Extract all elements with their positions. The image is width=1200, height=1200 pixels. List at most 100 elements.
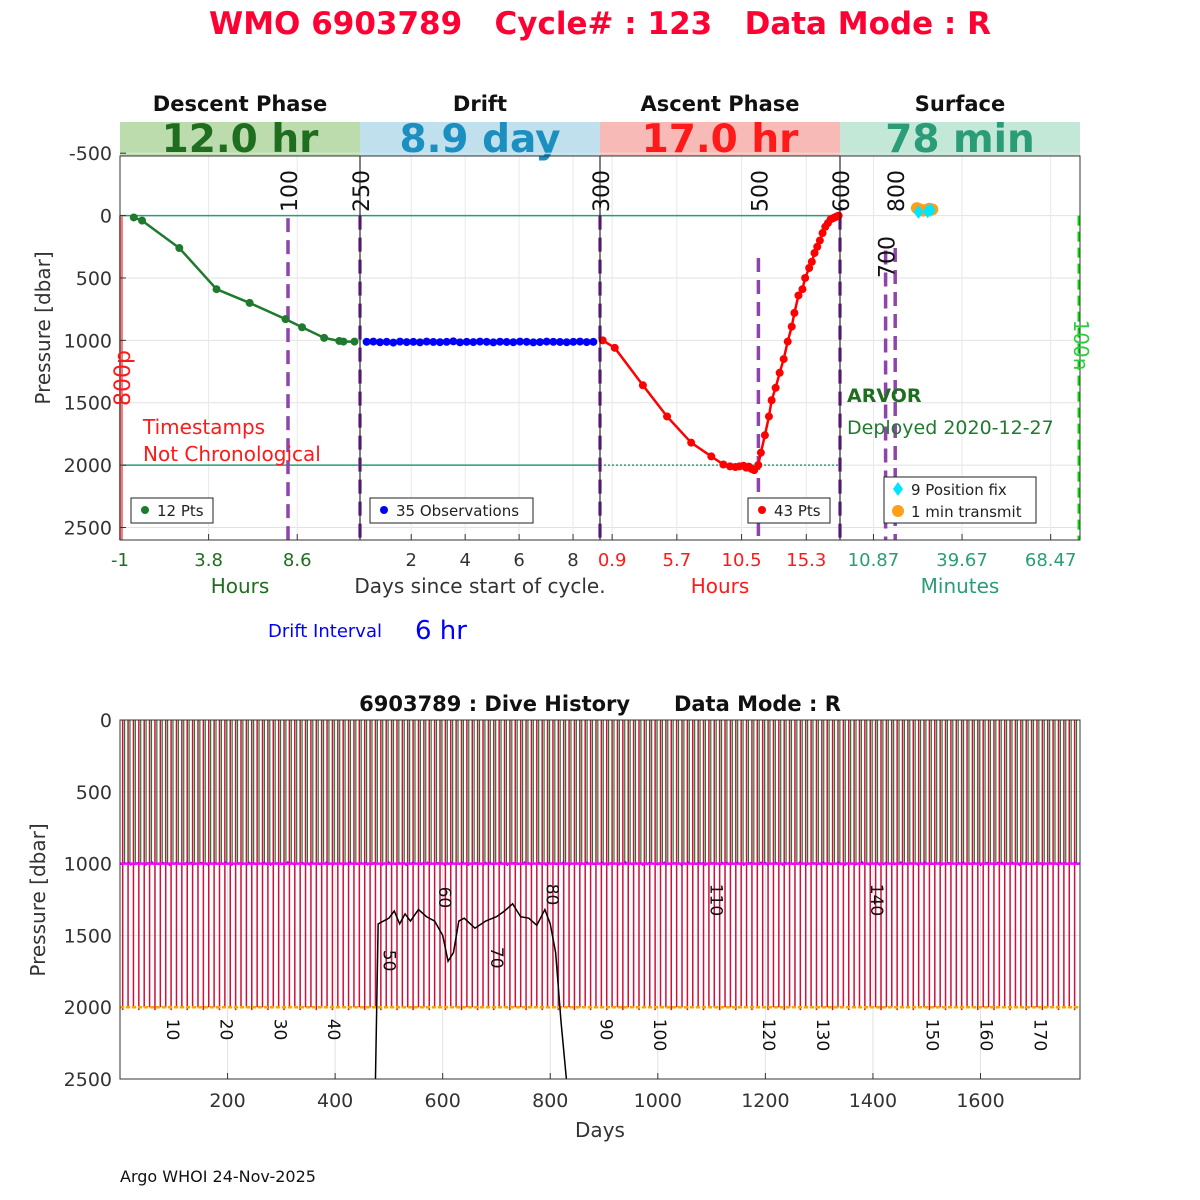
- ascent-point-15: [754, 461, 763, 470]
- descent-point-7: [320, 333, 329, 342]
- footer-credit: Argo WHOI 24-Nov-2025: [120, 1167, 316, 1186]
- legend-surface-transmit-text: 1 min transmit: [911, 503, 1022, 521]
- cycle-label-60: 60: [434, 887, 454, 909]
- ascent-point-29: [805, 263, 814, 272]
- drift-point-26: [536, 338, 544, 347]
- phase-duration-0: 12.0 hr: [162, 117, 320, 162]
- ascent-point-25: [790, 308, 799, 317]
- legend-surface-transmit-marker: [892, 505, 904, 517]
- bathymetry-line: [374, 902, 568, 1080]
- drift-point-6: [402, 338, 411, 347]
- top-xaxis-label-3: Minutes: [921, 574, 1000, 598]
- drift-point-12: [442, 337, 451, 346]
- drift-point-2: [376, 338, 384, 347]
- top-xtick-label: 39.67: [936, 550, 988, 571]
- drift-point-21: [502, 337, 511, 346]
- top-xtick-label: 0.9: [598, 550, 627, 571]
- bottom-xtick-label: 1200: [741, 1090, 789, 1112]
- cycle-label-30: 30: [269, 1019, 289, 1041]
- bottom-axes: 0 500 1000 1500 2000 2500 200 400 600 800 1000 1200…: [64, 710, 1081, 1112]
- top-xtick-label: 3.8: [194, 550, 223, 571]
- top-xtick-label: 15.3: [786, 550, 826, 571]
- top-xtick-label: 8: [567, 550, 578, 571]
- top-xtick-label: 68.47: [1025, 550, 1077, 571]
- descent-point-0: [129, 213, 138, 222]
- drift-point-10: [429, 337, 438, 346]
- bottom-ytick-label: 1000: [64, 854, 112, 876]
- legend-ascent-text: 43 Pts: [774, 502, 821, 520]
- right-pressure-label: 100n: [1069, 320, 1093, 371]
- ascent-point-0: [598, 336, 607, 345]
- ascent-point-27: [798, 285, 807, 294]
- ascent-point-18: [764, 412, 773, 421]
- top-ytick-label: 500: [76, 268, 112, 290]
- drift-interval-label: Drift Interval: [268, 621, 382, 642]
- ascent-point-17: [760, 431, 769, 440]
- top-ytick-label: 0: [100, 206, 112, 228]
- bottom-xlabel: Days: [575, 1118, 625, 1142]
- drift-point-34: [589, 337, 598, 346]
- marker-label-250: 250: [350, 170, 375, 212]
- drift-point-14: [456, 338, 464, 347]
- surface-fix-point-6: [913, 204, 924, 219]
- descent-point-9: [339, 337, 348, 346]
- top-xtick-label: 2: [406, 550, 417, 571]
- top-xaxis-label-0: Hours: [211, 574, 270, 598]
- top-xtick-label: 4: [459, 550, 470, 571]
- ascent-point-22: [779, 355, 788, 364]
- phase-band-2: [600, 122, 840, 156]
- descent-point-4: [245, 298, 254, 307]
- legend-descent-marker: [141, 506, 149, 514]
- bottom-plot-area: 10 20 30 40 50 60 70 80 90 100 110 120 130 140 150 160 1…: [119, 720, 1080, 1080]
- phase-band-3: [840, 122, 1080, 156]
- top-ytick-label: 1000: [64, 330, 112, 352]
- bottom-axes-frame: [119, 719, 1081, 1080]
- drift-point-22: [509, 338, 518, 347]
- bottom-xtick-label: 400: [317, 1090, 353, 1112]
- bottom-ytick-label: 1500: [64, 925, 112, 947]
- phase-duration-3: 78 min: [885, 117, 1035, 162]
- drift-point-1: [369, 337, 378, 346]
- phase-duration-1: 8.9 day: [399, 117, 560, 162]
- bottom-xtick-label: 1000: [634, 1090, 682, 1112]
- cycle-label-50: 50: [379, 950, 399, 972]
- top-ytick-label: -500: [69, 143, 112, 165]
- ascent-point-24: [787, 322, 796, 331]
- marker-label-600: 600: [830, 170, 855, 212]
- ascent-point-1: [610, 343, 619, 352]
- top-ytick-label: 2000: [64, 455, 112, 477]
- marker-label-700: 700: [876, 236, 901, 278]
- bottom-xtick-label: 200: [209, 1090, 245, 1112]
- ascent-point-16: [756, 448, 765, 457]
- marker-label-300: 300: [590, 170, 615, 212]
- top-xtick-label: 6: [513, 550, 524, 571]
- marker-label-500: 500: [748, 170, 773, 212]
- warning-line-1: Timestamps: [142, 415, 265, 439]
- top-xtick-label: -1: [111, 550, 129, 571]
- legend-drift-marker: [380, 506, 388, 514]
- marker-label-100: 100: [278, 170, 303, 212]
- cycle-label-130: 130: [812, 1019, 832, 1051]
- cycle-label-70: 70: [486, 947, 506, 969]
- drift-point-8: [416, 338, 424, 347]
- bottom-xtick-label: 800: [532, 1090, 568, 1112]
- phase-duration-2: 17.0 hr: [642, 117, 800, 162]
- phase-band-1: [360, 122, 600, 156]
- ascent-point-32: [813, 242, 822, 251]
- phase-name-0: Descent Phase: [153, 92, 327, 116]
- cycle-label-40: 40: [323, 1019, 343, 1041]
- legend-surface: 9 Position fix 1 min transmit: [883, 476, 1037, 524]
- legend-surface-fix-marker: [893, 482, 903, 496]
- phase-name-1: Drift: [453, 92, 507, 116]
- legend-ascent: 43 Pts: [747, 497, 831, 524]
- cycle-label-160: 160: [976, 1019, 996, 1051]
- phase-name-3: Surface: [915, 92, 1005, 116]
- ascent-point-3: [663, 412, 672, 421]
- cycle-label-100: 100: [649, 1019, 669, 1051]
- top-ylabel: Pressure [dbar]: [31, 251, 55, 404]
- ascent-point-34: [818, 229, 827, 238]
- drift-point-29: [556, 337, 564, 346]
- deployed-date: Deployed 2020-12-27: [847, 417, 1054, 439]
- surface-fix-point-8: [925, 202, 936, 217]
- drift-point-31: [569, 337, 578, 346]
